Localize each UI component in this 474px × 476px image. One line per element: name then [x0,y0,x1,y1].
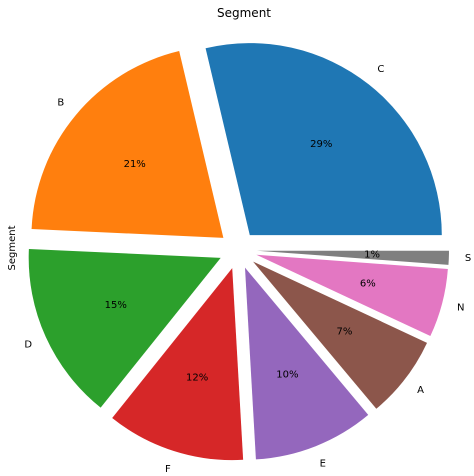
slice-percent-b: 21% [124,159,146,170]
pie-slice-f [112,268,244,461]
pie-slice-a [253,261,428,409]
slice-label-a: A [417,385,424,396]
slice-label-d: D [24,339,32,350]
slice-percent-a: 7% [336,326,352,337]
pie-slices [28,43,449,461]
slice-label-n: N [457,303,464,314]
pie-labels: C 29% B 21% D 15% F 12% E 10% A 7% N 6% S 1% [24,64,471,475]
y-axis-label: Segment [7,225,18,270]
slice-percent-n: 6% [360,278,376,289]
pie-slice-d [28,248,221,408]
slice-label-e: E [320,459,326,470]
slice-percent-e: 10% [276,369,298,380]
slice-label-c: C [377,64,384,75]
slice-label-b: B [57,98,64,109]
slice-percent-f: 12% [186,372,208,383]
pie-slice-c [205,43,442,236]
pie-slice-s [256,250,449,265]
pie-slice-b [31,51,224,238]
slice-percent-s: 1% [364,249,380,260]
slice-percent-c: 29% [310,139,332,150]
slice-label-s: S [465,253,471,264]
chart-title: Segment [217,6,271,20]
slice-label-f: F [165,464,171,475]
pie-slice-n [256,254,448,337]
pie-slice-e [244,267,369,460]
slice-percent-d: 15% [105,300,127,311]
